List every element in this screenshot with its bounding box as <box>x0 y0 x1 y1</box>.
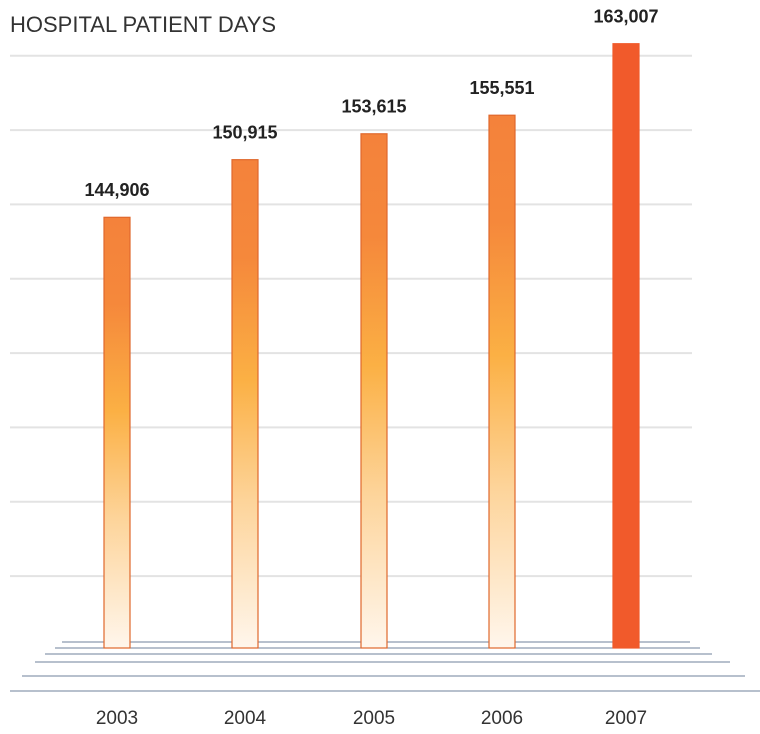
value-label: 155,551 <box>469 78 534 98</box>
x-tick-label: 2007 <box>605 708 647 729</box>
value-label: 150,915 <box>212 122 277 142</box>
bar <box>231 159 259 649</box>
x-tick-label: 2004 <box>224 708 267 729</box>
value-label: 163,007 <box>593 6 658 26</box>
value-label: 144,906 <box>84 180 149 200</box>
bar <box>360 133 388 649</box>
chart-title: HOSPITAL PATIENT DAYS <box>10 12 276 37</box>
value-label: 153,615 <box>341 97 406 117</box>
floor <box>10 641 760 692</box>
x-tick-label: 2005 <box>353 708 395 729</box>
bar <box>488 114 516 649</box>
bar <box>612 43 640 649</box>
x-tick-label: 2003 <box>96 708 138 729</box>
bar <box>103 216 131 649</box>
x-tick-label: 2006 <box>481 708 523 729</box>
